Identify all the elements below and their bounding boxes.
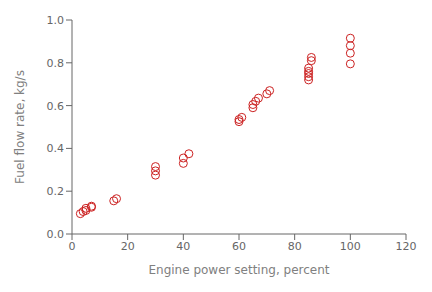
svg-text:0.0: 0.0	[47, 228, 65, 241]
svg-text:0.6: 0.6	[47, 100, 65, 113]
svg-text:0.2: 0.2	[47, 185, 65, 198]
svg-text:Engine power setting, percent: Engine power setting, percent	[148, 263, 329, 277]
svg-text:0.4: 0.4	[47, 142, 65, 155]
svg-text:40: 40	[176, 240, 190, 253]
svg-text:100: 100	[340, 240, 361, 253]
svg-text:0: 0	[69, 240, 76, 253]
svg-text:1.0: 1.0	[47, 14, 65, 27]
svg-text:80: 80	[288, 240, 302, 253]
svg-text:20: 20	[121, 240, 135, 253]
svg-text:Fuel flow rate, kg/s: Fuel flow rate, kg/s	[13, 70, 27, 184]
svg-text:120: 120	[396, 240, 417, 253]
svg-text:60: 60	[232, 240, 246, 253]
svg-text:0.8: 0.8	[47, 57, 65, 70]
